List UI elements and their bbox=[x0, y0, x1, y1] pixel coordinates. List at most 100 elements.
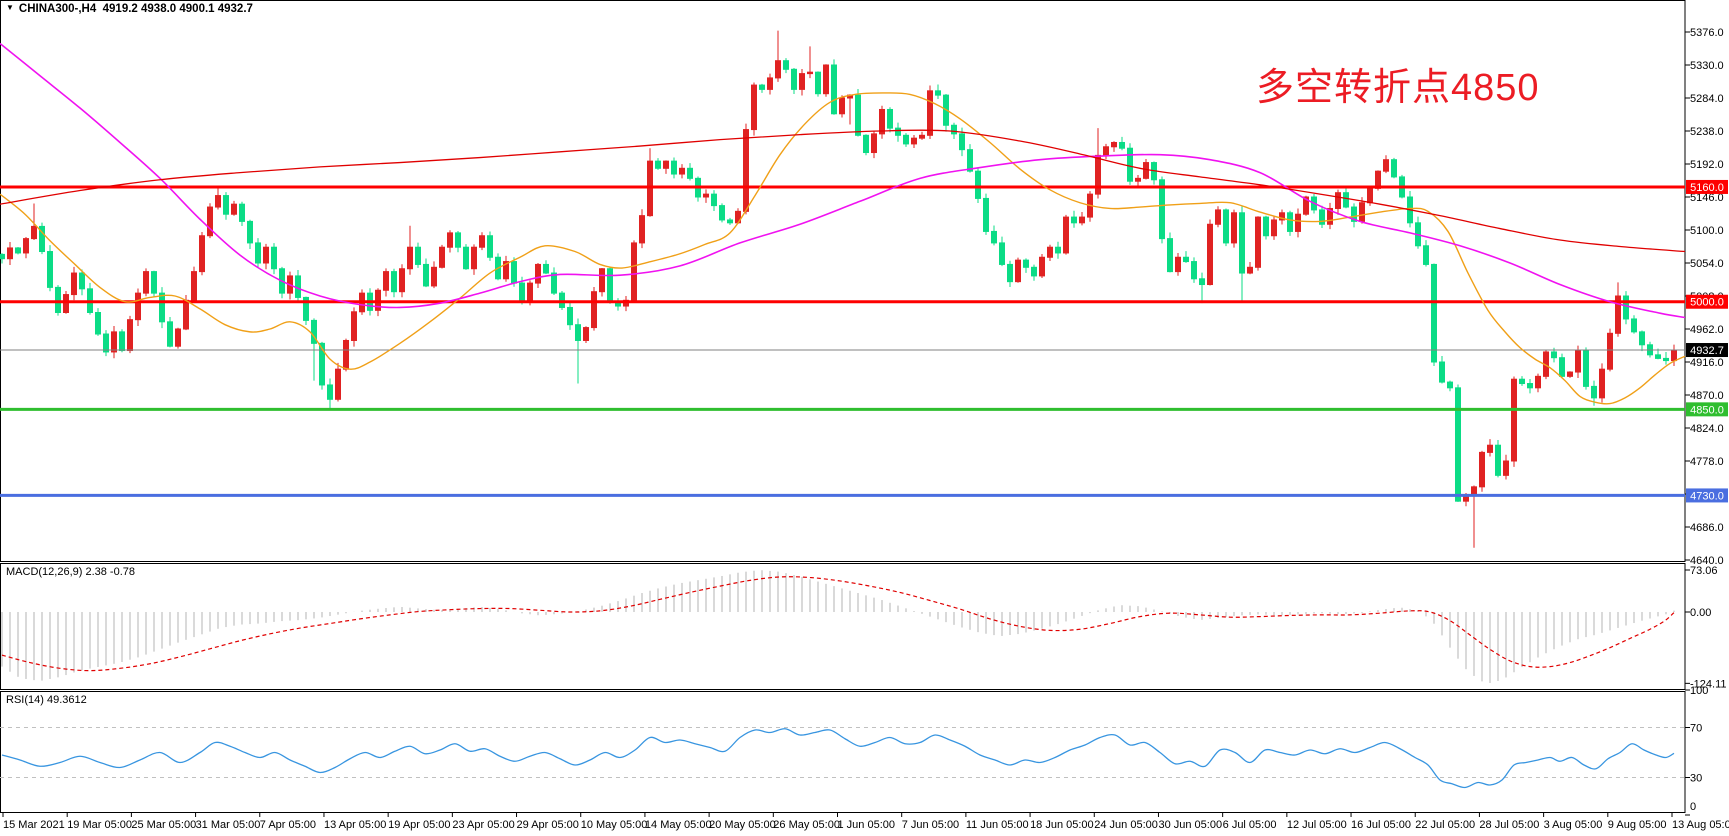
candle-up bbox=[1535, 375, 1541, 389]
candle-down bbox=[1431, 263, 1437, 363]
candle-up bbox=[1015, 259, 1021, 283]
candle-up bbox=[215, 195, 221, 208]
price-axis-label: 5376.0 bbox=[1690, 27, 1724, 39]
candle-up bbox=[1039, 256, 1045, 277]
candle-down bbox=[239, 203, 245, 222]
macd-axis-label: -124.11 bbox=[1690, 678, 1727, 690]
candle-up bbox=[927, 90, 933, 136]
price-badge-text: 4850.0 bbox=[1690, 404, 1724, 416]
candle-down bbox=[1527, 383, 1533, 389]
candle-up bbox=[143, 271, 149, 294]
candle-down bbox=[711, 193, 717, 207]
price-axis-label: 4686.0 bbox=[1690, 522, 1724, 534]
candle-down bbox=[999, 242, 1005, 265]
candle-down bbox=[1447, 381, 1453, 389]
date-axis-label: 31 Mar 05:00 bbox=[196, 819, 261, 831]
candle-down bbox=[719, 205, 725, 221]
candle-down bbox=[159, 292, 165, 323]
candle-down bbox=[543, 263, 549, 274]
macd-signal-line bbox=[1, 576, 1675, 672]
candle-up bbox=[111, 331, 117, 353]
price-axis-label: 5100.0 bbox=[1690, 225, 1724, 237]
price-axis-label: 5284.0 bbox=[1690, 93, 1724, 105]
candle-down bbox=[255, 242, 261, 264]
date-axis-label: 12 Jul 05:00 bbox=[1287, 819, 1347, 831]
candle-down bbox=[1655, 354, 1661, 359]
candle-up bbox=[1615, 295, 1621, 334]
candle-down bbox=[95, 312, 101, 335]
candle-up bbox=[1207, 223, 1213, 286]
candle-up bbox=[839, 97, 845, 115]
date-axis-label: 15 Mar 2021 bbox=[3, 819, 65, 831]
macd-panel bbox=[1, 570, 1675, 683]
price-badge-text: 4932.7 bbox=[1690, 345, 1724, 357]
candle-down bbox=[519, 282, 525, 303]
rsi-axis-label: 100 bbox=[1690, 685, 1708, 697]
candle-up bbox=[751, 84, 757, 131]
candle-up bbox=[1503, 460, 1509, 476]
date-axis-label: 23 Apr 05:00 bbox=[452, 819, 514, 831]
annotation-text: 多空转折点4850 bbox=[1256, 67, 1540, 109]
candle-down bbox=[1455, 387, 1461, 502]
candle-down bbox=[1023, 259, 1029, 268]
candle-down bbox=[855, 94, 861, 136]
candle-up bbox=[1303, 196, 1309, 215]
candle-up bbox=[31, 225, 37, 240]
candle-down bbox=[295, 275, 301, 298]
candle-down bbox=[423, 263, 429, 287]
candle-down bbox=[1199, 278, 1205, 286]
candle-up bbox=[871, 133, 877, 154]
candle-up bbox=[1479, 451, 1485, 488]
date-axis-label: 18 Jun 05:00 bbox=[1030, 819, 1094, 831]
price-badge-5160.0 bbox=[1686, 179, 1728, 194]
price-badge-4932.7 bbox=[1686, 343, 1728, 358]
candle-down bbox=[511, 261, 517, 284]
candle-down bbox=[671, 160, 677, 175]
candle-up bbox=[591, 291, 597, 329]
rsi-axis-label: 0 bbox=[1690, 801, 1696, 813]
candle-down bbox=[391, 271, 397, 293]
candle-up bbox=[1175, 256, 1181, 273]
candle-down bbox=[1583, 350, 1589, 387]
candle-up bbox=[1247, 266, 1253, 274]
candle-up bbox=[911, 137, 917, 145]
candle-up bbox=[407, 246, 413, 270]
symbol-dropdown-icon[interactable]: ▼ bbox=[6, 3, 14, 12]
date-axis-label: 13 Apr 05:00 bbox=[324, 819, 386, 831]
candle-up bbox=[343, 339, 349, 370]
candle-up bbox=[799, 73, 805, 90]
candle-down bbox=[1239, 212, 1245, 274]
candle-down bbox=[223, 195, 229, 215]
candle-up bbox=[1143, 162, 1149, 179]
candle-down bbox=[815, 71, 821, 95]
candle-down bbox=[903, 134, 909, 145]
candle-up bbox=[823, 64, 829, 95]
candle-down bbox=[1319, 209, 1325, 225]
panel-border bbox=[0, 691, 1686, 813]
candle-up bbox=[263, 246, 269, 264]
candle-down bbox=[655, 160, 661, 169]
candle-up bbox=[1599, 368, 1605, 399]
date-axis-label: 16 Jul 05:00 bbox=[1351, 819, 1411, 831]
candle-up bbox=[703, 193, 709, 198]
candle-up bbox=[383, 271, 389, 291]
candle-down bbox=[1263, 216, 1269, 237]
candle-down bbox=[1159, 179, 1165, 240]
ma-mid-magenta-line bbox=[0, 42, 1685, 319]
price-axis-label: 4778.0 bbox=[1690, 456, 1724, 468]
candle-down bbox=[1071, 216, 1077, 224]
candle-down bbox=[151, 271, 157, 294]
candle-down bbox=[1391, 159, 1397, 178]
price-axis-label: 5238.0 bbox=[1690, 126, 1724, 138]
candle-down bbox=[967, 149, 973, 172]
candle-down bbox=[687, 167, 693, 179]
price-axis-label: 4640.0 bbox=[1690, 555, 1724, 567]
ma-fast-orange-line bbox=[0, 92, 1685, 405]
candle-up bbox=[1575, 350, 1581, 373]
candle-up bbox=[231, 203, 237, 215]
candle-down bbox=[783, 60, 789, 70]
price-badge-4730.0 bbox=[1686, 488, 1728, 503]
candle-up bbox=[1215, 209, 1221, 225]
